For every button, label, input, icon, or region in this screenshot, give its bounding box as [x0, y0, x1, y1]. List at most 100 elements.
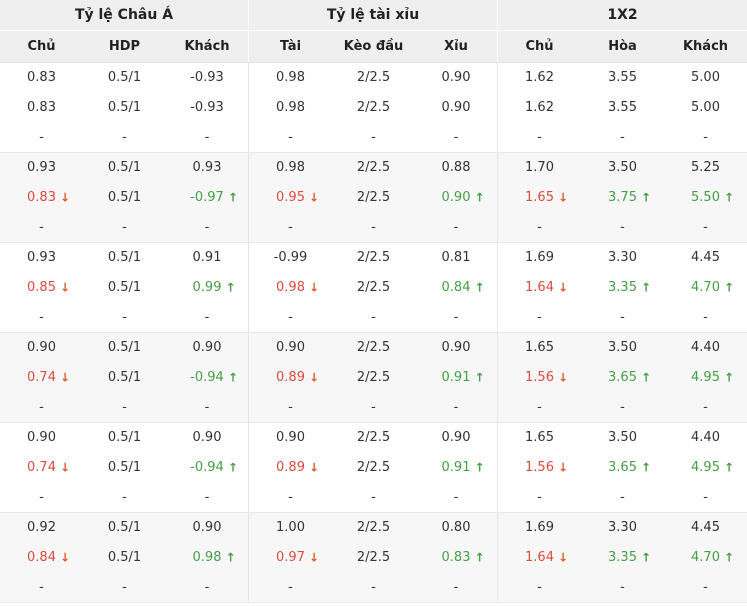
odds-cell: 1.65 [498, 423, 581, 453]
odds-cell: 1.65 [498, 333, 581, 363]
odds-value: 0.90 ↑ [441, 190, 485, 205]
odds-value: 1.65 ↓ [525, 190, 569, 205]
odds-cell: 0.5/1 [83, 333, 166, 363]
odds-value: - [703, 399, 708, 415]
odds-value: - [620, 309, 625, 325]
odds-cell: 0.90 [415, 92, 498, 123]
odds-value: 0.5/1 [107, 250, 142, 266]
arrow-up-icon: ↑ [474, 550, 485, 565]
odds-row: 0.90 0.5/1 0.90 0.90 2/2.5 0.90 1.65 3.50 4.40 [0, 333, 747, 363]
arrow-up-icon: ↑ [640, 460, 652, 475]
odds-cell: - [166, 572, 249, 603]
arrow-up-icon: ↑ [723, 460, 735, 475]
odds-cell: 5.25 [664, 153, 747, 183]
odds-value: 3.55 [608, 70, 637, 86]
odds-cell: 2/2.5 [332, 453, 415, 483]
table-header: Tỷ lệ Châu Á Tỷ lệ tài xỉu 1X2 Chủ HDP K… [0, 0, 747, 63]
odds-cell: -0.97 ↑ [166, 182, 249, 213]
odds-value: - [703, 489, 708, 505]
arrow-down-icon: ↓ [557, 550, 569, 565]
odds-cell: - [498, 122, 581, 152]
arrow-up-icon: ↑ [474, 460, 485, 475]
odds-cell: - [415, 122, 498, 153]
odds-cell: - [581, 122, 664, 152]
odds-value: - [122, 579, 127, 595]
col-header-ah-away: Khách [166, 31, 249, 62]
odds-value: - [39, 309, 44, 325]
odds-cell: 0.83 [0, 93, 83, 123]
odds-cell: - [664, 122, 747, 152]
arrow-up-icon: ↑ [227, 190, 238, 205]
arrow-down-icon: ↓ [308, 460, 320, 475]
odds-value: - [453, 219, 459, 235]
col-header-ah-home: Chủ [27, 39, 56, 54]
odds-value: - [371, 579, 376, 595]
odds-value: 0.90 [192, 430, 222, 446]
odds-value: 0.74 ↓ [27, 460, 71, 475]
arrow-up-icon: ↑ [723, 280, 735, 295]
col-header-ou-under: Xỉu [415, 31, 498, 62]
odds-cell: 0.98 ↑ [166, 542, 249, 573]
odds-cell: - [332, 302, 415, 332]
odds-cell: 0.83 [0, 63, 83, 93]
odds-value: 0.90 [192, 520, 222, 536]
odds-row: --------- [0, 212, 747, 243]
odds-row: 0.93 0.5/1 0.93 0.98 2/2.5 0.88 1.70 3.50 5.25 [0, 153, 747, 183]
odds-cell: - [166, 122, 249, 153]
odds-row: 0.74 ↓ 0.5/1 -0.94 ↑ 0.89 ↓ 2/2.5 0.91 ↑ 1.56 ↓ 3.65… [0, 452, 747, 483]
odds-cell: - [0, 482, 83, 512]
odds-value: 1.56 ↓ [525, 370, 569, 385]
odds-cell: 0.5/1 [83, 183, 166, 213]
odds-cell: - [332, 392, 415, 422]
arrow-up-icon: ↑ [225, 550, 236, 565]
odds-value: -0.94 ↑ [190, 460, 238, 475]
odds-cell: - [83, 482, 166, 512]
odds-cell: 3.65 ↑ [581, 363, 664, 393]
odds-value: 0.90 [276, 430, 305, 446]
odds-cell: - [332, 572, 415, 602]
odds-value: -0.93 [190, 100, 224, 115]
odds-value: - [620, 579, 625, 595]
odds-value: 4.40 [691, 430, 720, 446]
odds-value: 3.50 [608, 160, 637, 176]
odds-cell: 4.95 ↑ [664, 453, 747, 483]
odds-cell: 3.30 [581, 513, 664, 543]
odds-row: 0.84 ↓ 0.5/1 0.98 ↑ 0.97 ↓ 2/2.5 0.83 ↑ 1.64 ↓ 3.35 ↑… [0, 542, 747, 573]
odds-cell: 3.65 ↑ [581, 453, 664, 483]
odds-cell: - [83, 302, 166, 332]
arrow-down-icon: ↓ [59, 460, 71, 475]
arrow-up-icon: ↑ [640, 370, 652, 385]
odds-cell: 2/2.5 [332, 183, 415, 213]
odds-value: 0.5/1 [107, 190, 142, 205]
odds-value: 1.65 [525, 340, 554, 356]
odds-value: - [204, 399, 210, 415]
odds-group: 0.90 0.5/1 0.90 0.90 2/2.5 0.90 1.65 3.50 4.40 0.… [0, 423, 747, 513]
odds-cell: - [0, 302, 83, 332]
odds-value: - [537, 399, 542, 415]
odds-value: 0.5/1 [107, 520, 142, 536]
odds-cell: 0.90 [0, 333, 83, 363]
odds-value: - [371, 399, 376, 415]
odds-value: 0.5/1 [107, 370, 142, 385]
odds-cell: - [83, 392, 166, 422]
odds-cell: 0.90 [166, 333, 249, 363]
odds-value: 0.98 ↑ [192, 550, 236, 565]
odds-cell: - [0, 392, 83, 422]
odds-value: - [703, 129, 708, 145]
odds-cell: 0.93 [0, 243, 83, 273]
col-header-ou-line: Kèo đầu [343, 39, 404, 54]
odds-cell: 3.50 [581, 423, 664, 453]
odds-value: 3.50 [608, 430, 637, 446]
odds-value: - [537, 579, 542, 595]
odds-value: - [39, 579, 44, 595]
odds-value: 5.00 [691, 70, 720, 86]
odds-cell: 4.95 ↑ [664, 363, 747, 393]
odds-cell: 2/2.5 [332, 363, 415, 393]
odds-cell: 0.92 [0, 513, 83, 543]
odds-cell: - [0, 212, 83, 242]
odds-cell: 2/2.5 [332, 513, 415, 543]
odds-cell: - [332, 122, 415, 152]
odds-value: - [288, 219, 293, 235]
odds-value: 4.70 ↑ [691, 280, 735, 295]
odds-value: - [204, 219, 210, 235]
